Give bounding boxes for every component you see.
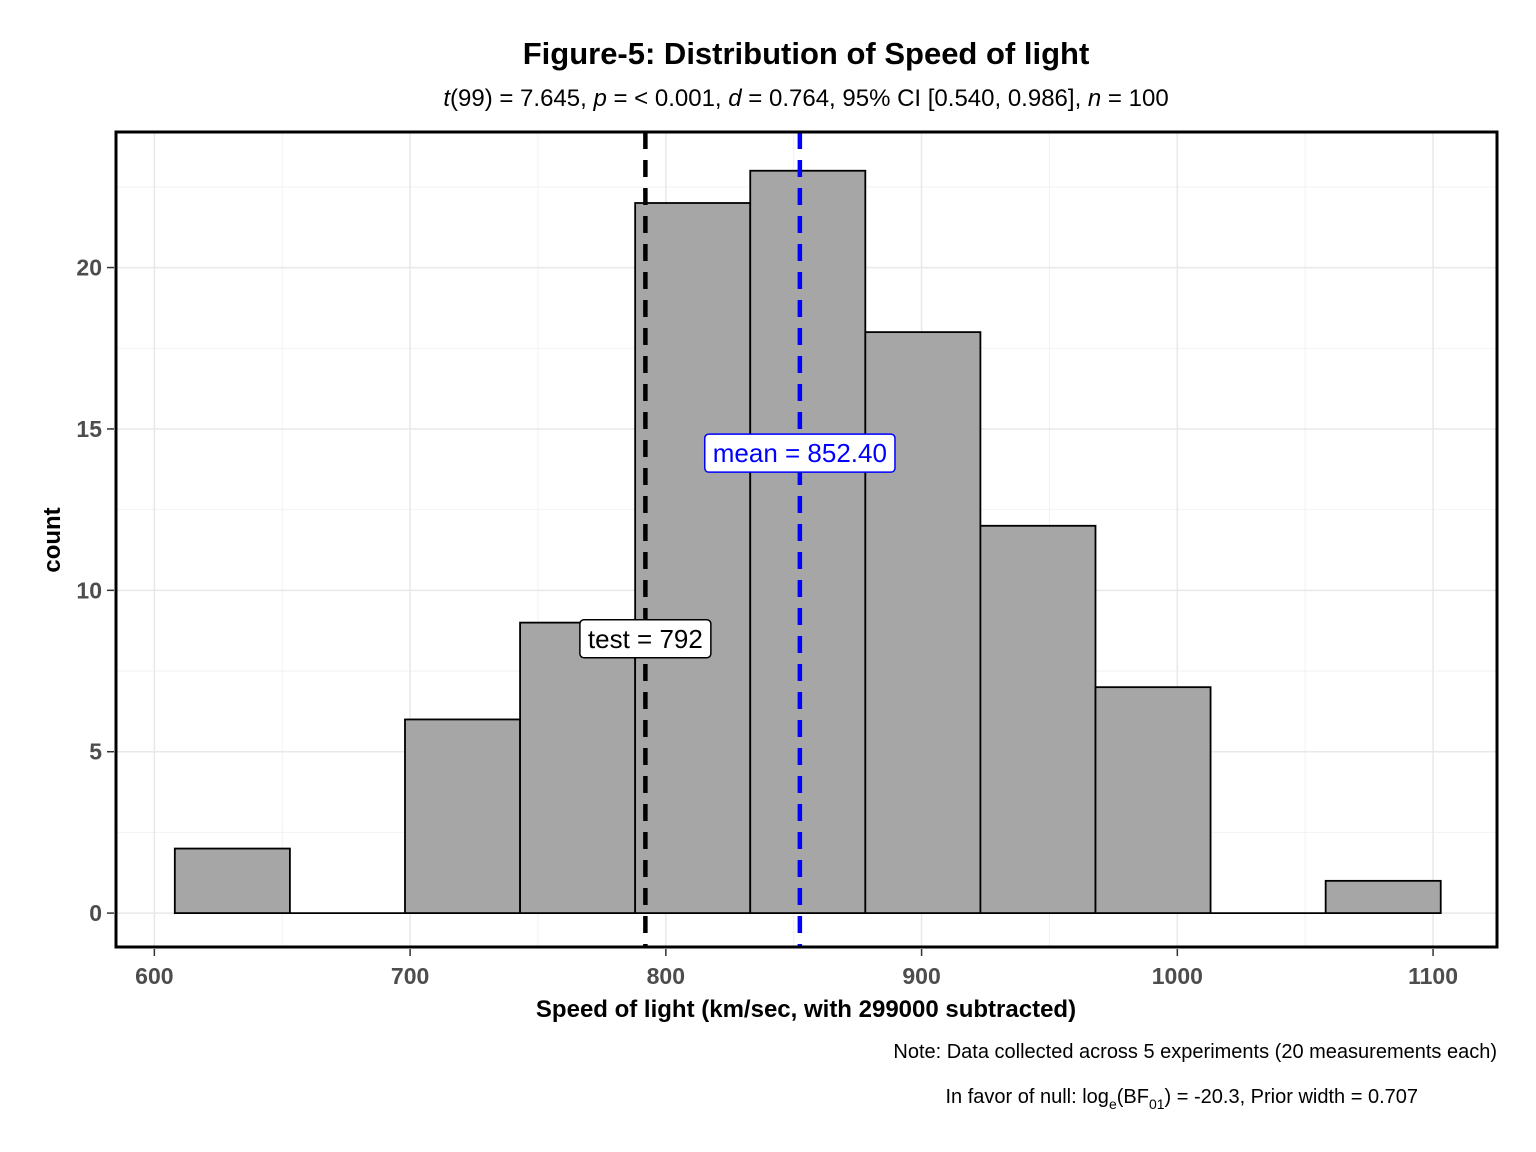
histogram-bar bbox=[1094, 686, 1212, 915]
x-axis-title: Speed of light (km/sec, with 299000 subt… bbox=[536, 996, 1076, 1023]
reference-label-name: test bbox=[588, 624, 631, 654]
histogram-bar bbox=[519, 621, 637, 915]
x-tick-label: 700 bbox=[391, 963, 429, 989]
histogram-bar bbox=[1324, 879, 1442, 915]
n-value: 100 bbox=[1129, 85, 1169, 112]
caption-bayes-factor: In favor of null: loge(BF01) = -20.3, Pr… bbox=[946, 1086, 1419, 1112]
y-tick-label: 15 bbox=[76, 416, 102, 442]
reference-lines: test = 792 mean = 852.40 bbox=[579, 132, 896, 947]
histogram-bars bbox=[173, 169, 1442, 915]
reference-label-value: 792 bbox=[659, 624, 702, 654]
confidence-interval: 95% CI [0.540, 0.986] bbox=[842, 85, 1074, 112]
y-tick-label: 20 bbox=[76, 255, 102, 281]
y-tick-label: 5 bbox=[89, 739, 102, 765]
x-tick-label: 1000 bbox=[1152, 963, 1203, 989]
x-tick-label: 800 bbox=[647, 963, 685, 989]
p-value: < 0.001 bbox=[634, 85, 715, 112]
x-tick-label: 900 bbox=[902, 963, 940, 989]
y-axis-ticks: 0 5 10 15 20 bbox=[76, 255, 114, 926]
reference-label-text: mean = 852.40 bbox=[713, 438, 887, 468]
reference-label-mean: mean = 852.40 bbox=[703, 433, 896, 473]
t-df: 99 bbox=[458, 85, 485, 112]
histogram-bar bbox=[749, 169, 867, 915]
x-tick-label: 1100 bbox=[1408, 963, 1458, 989]
histogram-bar bbox=[979, 524, 1097, 915]
histogram-bar bbox=[634, 202, 752, 915]
t-value: 7.645 bbox=[520, 85, 580, 112]
reference-label-test: test = 792 bbox=[579, 619, 712, 659]
histogram-bar bbox=[173, 847, 291, 915]
caption-note: Note: Data collected across 5 experiment… bbox=[893, 1041, 1497, 1063]
histogram-bar bbox=[864, 331, 982, 915]
panel-border bbox=[114, 130, 1499, 949]
reference-label-name: mean bbox=[713, 438, 778, 468]
y-tick-label: 0 bbox=[89, 900, 102, 926]
x-axis-ticks: 600 700 800 900 1000 1100 bbox=[135, 949, 1458, 989]
y-axis-title: count bbox=[39, 507, 66, 572]
d-value: 0.764 bbox=[769, 85, 829, 112]
y-tick-label: 10 bbox=[76, 577, 102, 603]
histogram-bar bbox=[404, 718, 521, 915]
chart-subtitle: t(99) = 7.645, p = < 0.001, d = 0.764, 9… bbox=[443, 85, 1168, 112]
reference-label-value: 852.40 bbox=[807, 438, 887, 468]
chart-title: Figure-5: Distribution of Speed of light bbox=[523, 36, 1090, 71]
reference-label-text: test = 792 bbox=[588, 624, 703, 654]
x-tick-label: 600 bbox=[135, 963, 173, 989]
